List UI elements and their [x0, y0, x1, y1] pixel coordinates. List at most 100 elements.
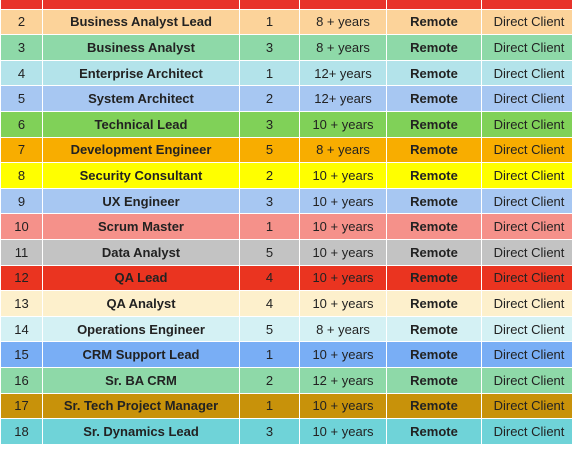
experience-cell: 10 + years: [299, 162, 387, 189]
experience-cell: [299, 0, 387, 10]
positions-cell: 2: [239, 85, 300, 112]
positions-cell: 2: [239, 366, 300, 394]
client-cell: Direct Client: [481, 264, 572, 292]
experience-cell: 10 + years: [299, 213, 387, 240]
location-cell: Remote: [386, 136, 482, 164]
role-cell: Business Analyst Lead: [42, 8, 240, 36]
row-number-cell: [0, 0, 43, 10]
row-number-cell: 15: [0, 341, 43, 368]
role-cell: Enterprise Architect: [42, 59, 240, 87]
positions-cell: [239, 0, 300, 10]
client-cell: Direct Client: [481, 341, 572, 368]
experience-cell: 10 + years: [299, 238, 387, 266]
row-number-cell: 6: [0, 110, 43, 138]
positions-cell: 4: [239, 290, 300, 317]
role-cell: Security Consultant: [42, 162, 240, 189]
role-cell: Development Engineer: [42, 136, 240, 164]
positions-cell: 3: [239, 110, 300, 138]
table-row: 5 System Architect 2 12+ years Remote Direct …: [0, 85, 572, 112]
client-cell: Direct Client: [481, 8, 572, 36]
table-row: 12 QA Lead 4 10 + years Remote Direct Client: [0, 264, 572, 292]
positions-cell: 1: [239, 392, 300, 420]
experience-cell: 12+ years: [299, 85, 387, 112]
row-number-cell: 11: [0, 238, 43, 266]
positions-cell: 3: [239, 187, 300, 215]
positions-cell: 5: [239, 136, 300, 164]
location-cell: Remote: [386, 34, 482, 61]
table-row: 14 Operations Engineer 5 8 + years Remote Dir…: [0, 315, 572, 343]
positions-cell: 1: [239, 59, 300, 87]
location-cell: [386, 0, 482, 10]
table-row: 2 Business Analyst Lead 1 8 + years Remote Di…: [0, 8, 572, 36]
role-cell: QA Lead: [42, 264, 240, 292]
table-row: 13 QA Analyst 4 10 + years Remote Direct Clie…: [0, 290, 572, 317]
client-cell: Direct Client: [481, 392, 572, 420]
positions-cell: 5: [239, 238, 300, 266]
client-cell: Direct Client: [481, 85, 572, 112]
location-cell: Remote: [386, 238, 482, 266]
experience-cell: 8 + years: [299, 136, 387, 164]
client-cell: Direct Client: [481, 110, 572, 138]
row-number-cell: 13: [0, 290, 43, 317]
experience-cell: 8 + years: [299, 8, 387, 36]
table-row: 4 Enterprise Architect 1 12+ years Remote Dir…: [0, 59, 572, 87]
table-row: 17 Sr. Tech Project Manager 1 10 + years Rem…: [0, 392, 572, 420]
positions-cell: 1: [239, 341, 300, 368]
table-row: 11 Data Analyst 5 10 + years Remote Direct Cl…: [0, 238, 572, 266]
row-number-cell: 5: [0, 85, 43, 112]
client-cell: Direct Client: [481, 418, 572, 445]
positions-cell: 4: [239, 264, 300, 292]
row-number-cell: 8: [0, 162, 43, 189]
experience-cell: 8 + years: [299, 34, 387, 61]
positions-cell: 5: [239, 315, 300, 343]
row-number-cell: 7: [0, 136, 43, 164]
row-number-cell: 16: [0, 366, 43, 394]
row-number-cell: 3: [0, 34, 43, 61]
row-number-cell: 12: [0, 264, 43, 292]
location-cell: Remote: [386, 392, 482, 420]
location-cell: Remote: [386, 187, 482, 215]
location-cell: Remote: [386, 315, 482, 343]
client-cell: Direct Client: [481, 187, 572, 215]
role-cell: Business Analyst: [42, 34, 240, 61]
location-cell: Remote: [386, 366, 482, 394]
role-cell: Scrum Master: [42, 213, 240, 240]
table-row: 10 Scrum Master 1 10 + years Remote Direct Cl…: [0, 213, 572, 240]
experience-cell: 12+ years: [299, 59, 387, 87]
experience-cell: 8 + years: [299, 315, 387, 343]
experience-cell: 10 + years: [299, 264, 387, 292]
role-cell: [42, 0, 240, 10]
table-row: 18 Sr. Dynamics Lead 3 10 + years Remote Dire…: [0, 418, 572, 445]
role-cell: System Architect: [42, 85, 240, 112]
experience-cell: 10 + years: [299, 187, 387, 215]
role-cell: Technical Lead: [42, 110, 240, 138]
location-cell: Remote: [386, 59, 482, 87]
table-row: 9 UX Engineer 3 10 + years Remote Direct Clie…: [0, 187, 572, 215]
role-cell: Sr. BA CRM: [42, 366, 240, 394]
client-cell: Direct Client: [481, 238, 572, 266]
client-cell: Direct Client: [481, 315, 572, 343]
row-number-cell: 18: [0, 418, 43, 445]
experience-cell: 10 + years: [299, 110, 387, 138]
location-cell: Remote: [386, 162, 482, 189]
role-cell: CRM Support Lead: [42, 341, 240, 368]
client-cell: Direct Client: [481, 366, 572, 394]
experience-cell: 10 + years: [299, 290, 387, 317]
client-cell: Direct Client: [481, 213, 572, 240]
location-cell: Remote: [386, 290, 482, 317]
experience-cell: 10 + years: [299, 418, 387, 445]
positions-cell: 1: [239, 213, 300, 240]
role-cell: QA Analyst: [42, 290, 240, 317]
location-cell: Remote: [386, 213, 482, 240]
location-cell: Remote: [386, 264, 482, 292]
positions-cell: 3: [239, 418, 300, 445]
location-cell: Remote: [386, 85, 482, 112]
positions-cell: 2: [239, 162, 300, 189]
row-number-cell: 10: [0, 213, 43, 240]
location-cell: Remote: [386, 110, 482, 138]
location-cell: Remote: [386, 418, 482, 445]
table-row: [0, 0, 572, 10]
client-cell: Direct Client: [481, 136, 572, 164]
